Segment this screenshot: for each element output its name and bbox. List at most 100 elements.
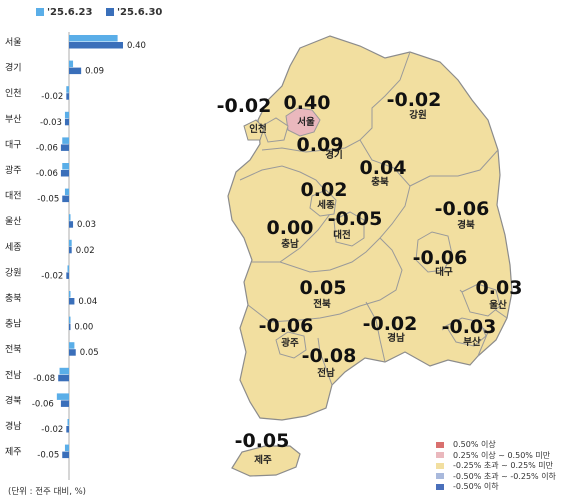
bar-series-b — [60, 170, 69, 177]
region-name-gangwon: 강원 — [409, 109, 426, 121]
region-value-gyeongnam: -0.02 — [363, 313, 418, 335]
region-value-jeonbuk: 0.05 — [300, 277, 347, 299]
bar-value-label: 0.04 — [78, 297, 97, 307]
unit-note: (단위 : 전주 대비, %) — [8, 487, 87, 497]
bar-series-a — [56, 393, 69, 400]
region-value-daegu: -0.06 — [413, 247, 468, 269]
region-name-ulsan: 울산 — [489, 299, 507, 311]
regional-change-bar-chart: 서울 0.40 경기 0.09 인천 -0.02 부산 -0.03 대구 -0.06 광주 -0.06… — [5, 32, 146, 480]
bar-series-b — [69, 349, 76, 356]
bar-series-a — [69, 35, 118, 42]
bar-series-a — [69, 342, 75, 349]
bar-value-label: -0.02 — [41, 425, 63, 435]
region-name-gwangju: 광주 — [281, 337, 299, 349]
region-value-ulsan: 0.03 — [476, 277, 523, 299]
bar-series-b — [69, 42, 123, 49]
bar-value-label: 0.00 — [74, 323, 93, 333]
daejeon-area — [333, 211, 365, 247]
region-name-daejeon: 대전 — [333, 229, 350, 241]
region-value-seoul: 0.40 — [284, 92, 331, 114]
bar-category-label: 대전 — [5, 191, 22, 202]
map-legend-item: -0.50% 초과 ~ -0.25% 이하 — [436, 472, 556, 483]
region-value-gyeonggi: 0.09 — [297, 134, 344, 156]
bar-value-label: -0.02 — [41, 271, 63, 281]
bar-category-label: 세종 — [5, 242, 22, 253]
incheon-islands — [243, 119, 265, 141]
bar-series-b — [66, 426, 69, 433]
bar-series-a — [69, 291, 71, 298]
bar-series-a — [69, 316, 71, 324]
bar-series-a — [59, 367, 69, 375]
region-value-gyeongbuk: -0.06 — [435, 198, 490, 220]
map-legend-label: -0.25% 초과 ~ 0.25% 미만 — [453, 461, 554, 470]
bar-series-a — [69, 214, 71, 221]
region-value-chungnam: 0.00 — [267, 217, 314, 239]
bar-category-label: 경기 — [5, 62, 22, 74]
bar-value-label: 0.03 — [77, 220, 96, 230]
bar-series-a — [69, 60, 74, 68]
map-legend-item: 0.50% 이상 — [436, 440, 556, 451]
bar-category-label: 울산 — [5, 216, 22, 227]
region-value-incheon: -0.02 — [217, 95, 272, 117]
map-legend-swatch — [436, 441, 444, 448]
busan-area — [445, 317, 487, 347]
bar-series-b — [69, 323, 71, 331]
region-name-daegu: 대구 — [435, 266, 453, 278]
bar-series-b — [66, 93, 69, 100]
daegu-area — [415, 231, 453, 273]
legend-label-series-a: '25.6.23 — [47, 7, 93, 18]
bar-category-label: 부산 — [5, 114, 22, 125]
region-value-gwangju: -0.06 — [259, 315, 314, 337]
bar-series-a — [69, 239, 72, 247]
bar-category-label: 충남 — [5, 319, 22, 330]
legend-label-series-b: '25.6.30 — [116, 7, 163, 18]
bar-category-label: 서울 — [5, 37, 22, 48]
region-value-gangwon: -0.02 — [387, 89, 442, 111]
map-legend-item: 0.25% 이상 ~ 0.50% 미만 — [436, 451, 556, 462]
map-legend-swatch — [436, 462, 444, 469]
bar-series-b — [69, 67, 82, 75]
bar-series-a — [67, 419, 69, 426]
bar-value-label: -0.06 — [32, 399, 54, 409]
legend-item-series-b: '25.6.30 — [105, 7, 163, 18]
bar-category-label: 광주 — [5, 164, 22, 176]
bar-series-b — [60, 144, 69, 151]
region-name-chungbuk: 충북 — [371, 176, 389, 188]
bar-category-label: 전북 — [5, 344, 22, 355]
bar-series-b — [66, 272, 69, 279]
legend-item-series-a: '25.6.23 — [36, 7, 92, 18]
legend-swatch-series-b — [105, 8, 114, 16]
map-legend-label: -0.50% 이하 — [453, 482, 499, 491]
bar-category-label: 대구 — [5, 139, 22, 150]
bar-series-a — [66, 86, 69, 93]
bar-series-a — [62, 163, 69, 170]
bar-category-label: 충북 — [5, 293, 22, 304]
region-name-busan: 부산 — [463, 336, 481, 348]
bar-value-label: 0.09 — [85, 67, 104, 77]
seoul-area — [285, 107, 321, 137]
region-name-gyeongbuk: 경북 — [457, 219, 475, 231]
region-name-jeju: 제주 — [254, 454, 272, 466]
map-color-legend: 0.50% 이상 0.25% 이상 ~ 0.50% 미만 -0.25% 초과 ~ 0… — [436, 440, 556, 493]
bar-category-label: 강원 — [5, 267, 22, 278]
incheon-area — [261, 117, 289, 143]
region-name-jeonnam: 전남 — [317, 367, 335, 379]
bar-value-label: -0.05 — [37, 451, 59, 461]
ulsan-area — [461, 283, 501, 317]
region-labels: -0.02인천0.40서울0.09경기-0.02강원0.04충북0.02세종0.… — [217, 89, 523, 466]
region-name-gyeongnam: 경남 — [387, 332, 405, 344]
bar-series-b — [69, 221, 74, 228]
region-name-chungnam: 충남 — [281, 238, 299, 250]
map-legend-swatch — [436, 483, 444, 490]
region-name-jeonbuk: 전북 — [313, 298, 331, 310]
region-name-gyeonggi: 경기 — [325, 149, 342, 161]
region-name-sejong: 세종 — [317, 199, 335, 211]
bar-series-a — [62, 137, 69, 144]
bar-series-b — [62, 451, 69, 459]
map-legend-item: -0.25% 초과 ~ 0.25% 미만 — [436, 461, 556, 472]
bar-value-label: -0.08 — [33, 374, 55, 384]
bar-value-label: -0.03 — [40, 118, 62, 128]
bar-value-label: -0.02 — [41, 92, 63, 102]
bar-series-b — [58, 374, 69, 382]
